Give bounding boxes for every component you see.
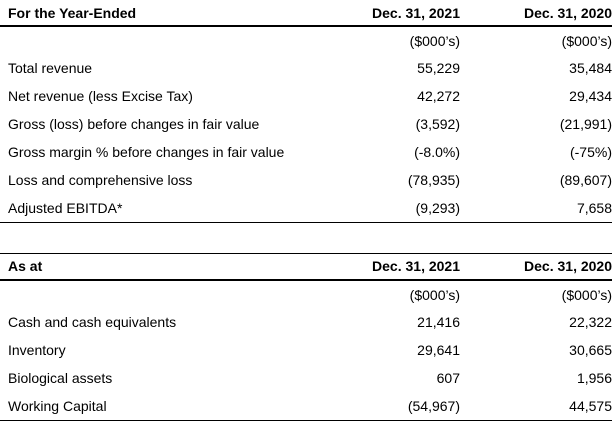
units-2021: ($000’s): [409, 32, 460, 49]
as-at-table: As at Dec. 31, 2021 Dec. 31, 2020 ($000’…: [0, 252, 612, 421]
value-2021: 607: [436, 370, 460, 386]
table2-col-header-2020: Dec. 31, 2020: [460, 253, 612, 281]
value-2020: 7,658: [576, 199, 612, 216]
value-2020: (21,991): [559, 116, 612, 132]
row-label: Cash and cash equivalents: [8, 314, 177, 330]
value-2021: (54,967): [407, 397, 460, 414]
value-2021: 21,416: [417, 314, 460, 330]
table-row: Net revenue (less Excise Tax) 42,272 29,…: [0, 82, 612, 110]
value-2021: (78,935): [407, 172, 460, 188]
units-2020: ($000’s): [561, 286, 612, 303]
table2-col-header-2021: Dec. 31, 2021: [330, 253, 460, 281]
table-row: Total revenue 55,229 35,484: [0, 54, 612, 82]
value-2020: (89,607): [559, 172, 612, 188]
value-2020: 44,575: [569, 397, 612, 414]
value-2021: (-8.0%): [414, 144, 460, 160]
row-label: Working Capital: [8, 397, 107, 414]
table-header-row: For the Year-Ended Dec. 31, 2021 Dec. 31…: [0, 0, 612, 27]
units-2021: ($000’s): [409, 286, 460, 303]
units-2020: ($000’s): [561, 32, 612, 49]
table-row: Adjusted EBITDA* (9,293) 7,658: [0, 194, 612, 222]
value-2020: 29,434: [569, 88, 612, 104]
table1-title: For the Year-Ended: [0, 0, 330, 27]
value-2020: (-75%): [569, 144, 612, 160]
value-2020: 35,484: [569, 60, 612, 76]
units-row: ($000’s) ($000’s): [0, 280, 612, 308]
row-label: Biological assets: [8, 370, 113, 386]
units-row-spacer: [0, 26, 330, 54]
row-label: Gross margin % before changes in fair va…: [8, 144, 285, 160]
table-row: Inventory 29,641 30,665: [0, 336, 612, 364]
units-row: ($000’s) ($000’s): [0, 26, 612, 54]
value-2020: 22,322: [569, 314, 612, 330]
table-gap: [0, 223, 612, 253]
table-header-row: As at Dec. 31, 2021 Dec. 31, 2020: [0, 253, 612, 281]
table1-col-header-2020: Dec. 31, 2020: [460, 0, 612, 27]
row-label: Loss and comprehensive loss: [8, 172, 193, 188]
table-row: Loss and comprehensive loss (78,935) (89…: [0, 166, 612, 194]
table-row: Working Capital (54,967) 44,575: [0, 392, 612, 420]
table2-title: As at: [0, 253, 330, 281]
row-label: Total revenue: [8, 60, 93, 76]
table-row: Cash and cash equivalents 21,416 22,322: [0, 308, 612, 336]
units-row-spacer: [0, 280, 330, 308]
table-row: Biological assets 607 1,956: [0, 364, 612, 392]
table1-col-header-2021: Dec. 31, 2021: [330, 0, 460, 27]
value-2021: (3,592): [415, 116, 460, 132]
value-2021: 29,641: [417, 342, 460, 358]
value-2021: 55,229: [417, 60, 460, 76]
row-label: Gross (loss) before changes in fair valu…: [8, 116, 260, 132]
row-label: Inventory: [8, 342, 66, 358]
value-2020: 1,956: [576, 370, 612, 386]
value-2021: (9,293): [415, 199, 460, 216]
value-2020: 30,665: [569, 342, 612, 358]
row-label: Net revenue (less Excise Tax): [8, 88, 193, 104]
table-row: Gross (loss) before changes in fair valu…: [0, 110, 612, 138]
year-ended-table: For the Year-Ended Dec. 31, 2021 Dec. 31…: [0, 0, 612, 223]
value-2021: 42,272: [417, 88, 460, 104]
row-label: Adjusted EBITDA*: [8, 199, 123, 216]
table-row: Gross margin % before changes in fair va…: [0, 138, 612, 166]
